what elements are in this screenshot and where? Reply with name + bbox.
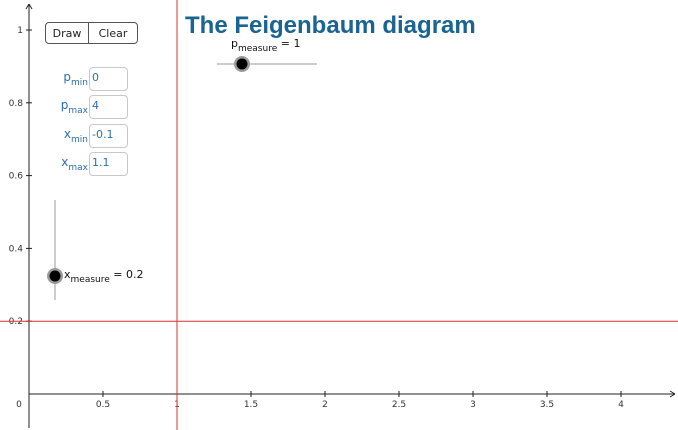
y-tick-label: 0.2	[9, 317, 23, 327]
x-tick-label: 2.5	[392, 400, 406, 410]
page-title: The Feigenbaum diagram	[185, 12, 476, 39]
x-min-field: xmin -0.1	[0, 124, 135, 148]
x-tick-label: 1.5	[244, 400, 258, 410]
y-tick-label: 0.6	[9, 172, 24, 182]
x-tick-label: 3	[470, 400, 476, 410]
x-measure-slider-knob[interactable]	[49, 270, 61, 282]
x-max-field: xmax 1.1	[0, 152, 135, 176]
y-axis-arrow	[25, 3, 33, 10]
p-measure-slider-label: pmeasure = 1	[231, 37, 301, 54]
clear-button[interactable]: Clear	[88, 22, 138, 44]
p-measure-slider-knob[interactable]	[236, 58, 248, 70]
x-min-input[interactable]: -0.1	[89, 124, 128, 148]
x-tick-label: 0	[16, 400, 22, 410]
x-axis-arrow	[669, 390, 676, 398]
x-tick-label: 0.5	[96, 400, 110, 410]
y-tick-label: 1	[17, 26, 23, 36]
p-min-label: pmin	[63, 70, 88, 88]
x-max-label: xmax	[61, 155, 88, 173]
x-tick-label: 3.5	[540, 400, 554, 410]
x-max-input[interactable]: 1.1	[89, 152, 128, 176]
y-tick-label: 0.8	[9, 99, 24, 109]
draw-button[interactable]: Draw	[45, 22, 89, 44]
x-tick-label: 4	[618, 400, 624, 410]
p-max-input[interactable]: 4	[89, 95, 128, 119]
p-min-input[interactable]: 0	[89, 67, 128, 91]
y-tick-label: 0.4	[9, 244, 24, 254]
x-tick-label: 2	[322, 400, 328, 410]
x-measure-slider-label: xmeasure = 0.2	[64, 268, 144, 285]
p-max-field: pmax 4	[0, 95, 135, 119]
p-min-field: pmin 0	[0, 67, 135, 91]
x-min-label: xmin	[63, 127, 88, 145]
p-max-label: pmax	[60, 98, 88, 116]
